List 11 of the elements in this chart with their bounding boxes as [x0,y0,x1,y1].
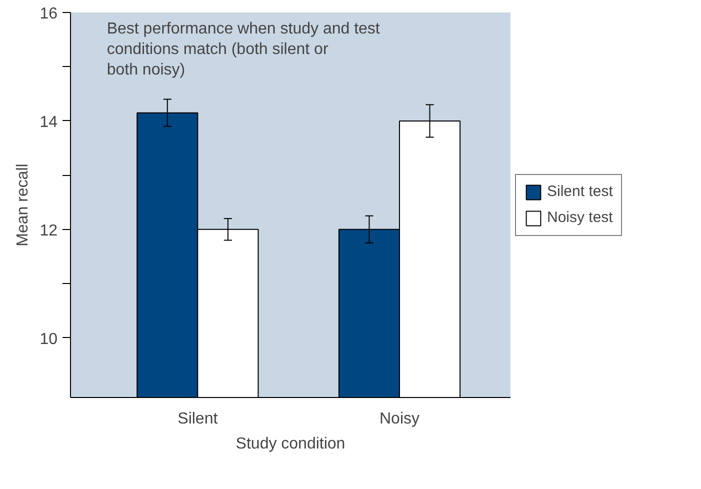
annotation: Best performance when study and test conditions match (both silent or both noisy) [106,20,380,78]
legend-label: Noisy test [547,209,613,226]
x-tick-label: Noisy [379,410,420,428]
y-tick-label: 16 [40,6,58,22]
legend-label: Silent test [547,183,613,200]
y-tick-label: 14 [40,114,58,131]
x-tick-label: Silent [178,410,218,428]
y-tick-label: 12 [40,222,58,240]
y-tick-label: 10 [40,330,58,348]
x-axis-title: Study condition [236,436,346,452]
y-axis-title: Mean recall [14,164,32,246]
